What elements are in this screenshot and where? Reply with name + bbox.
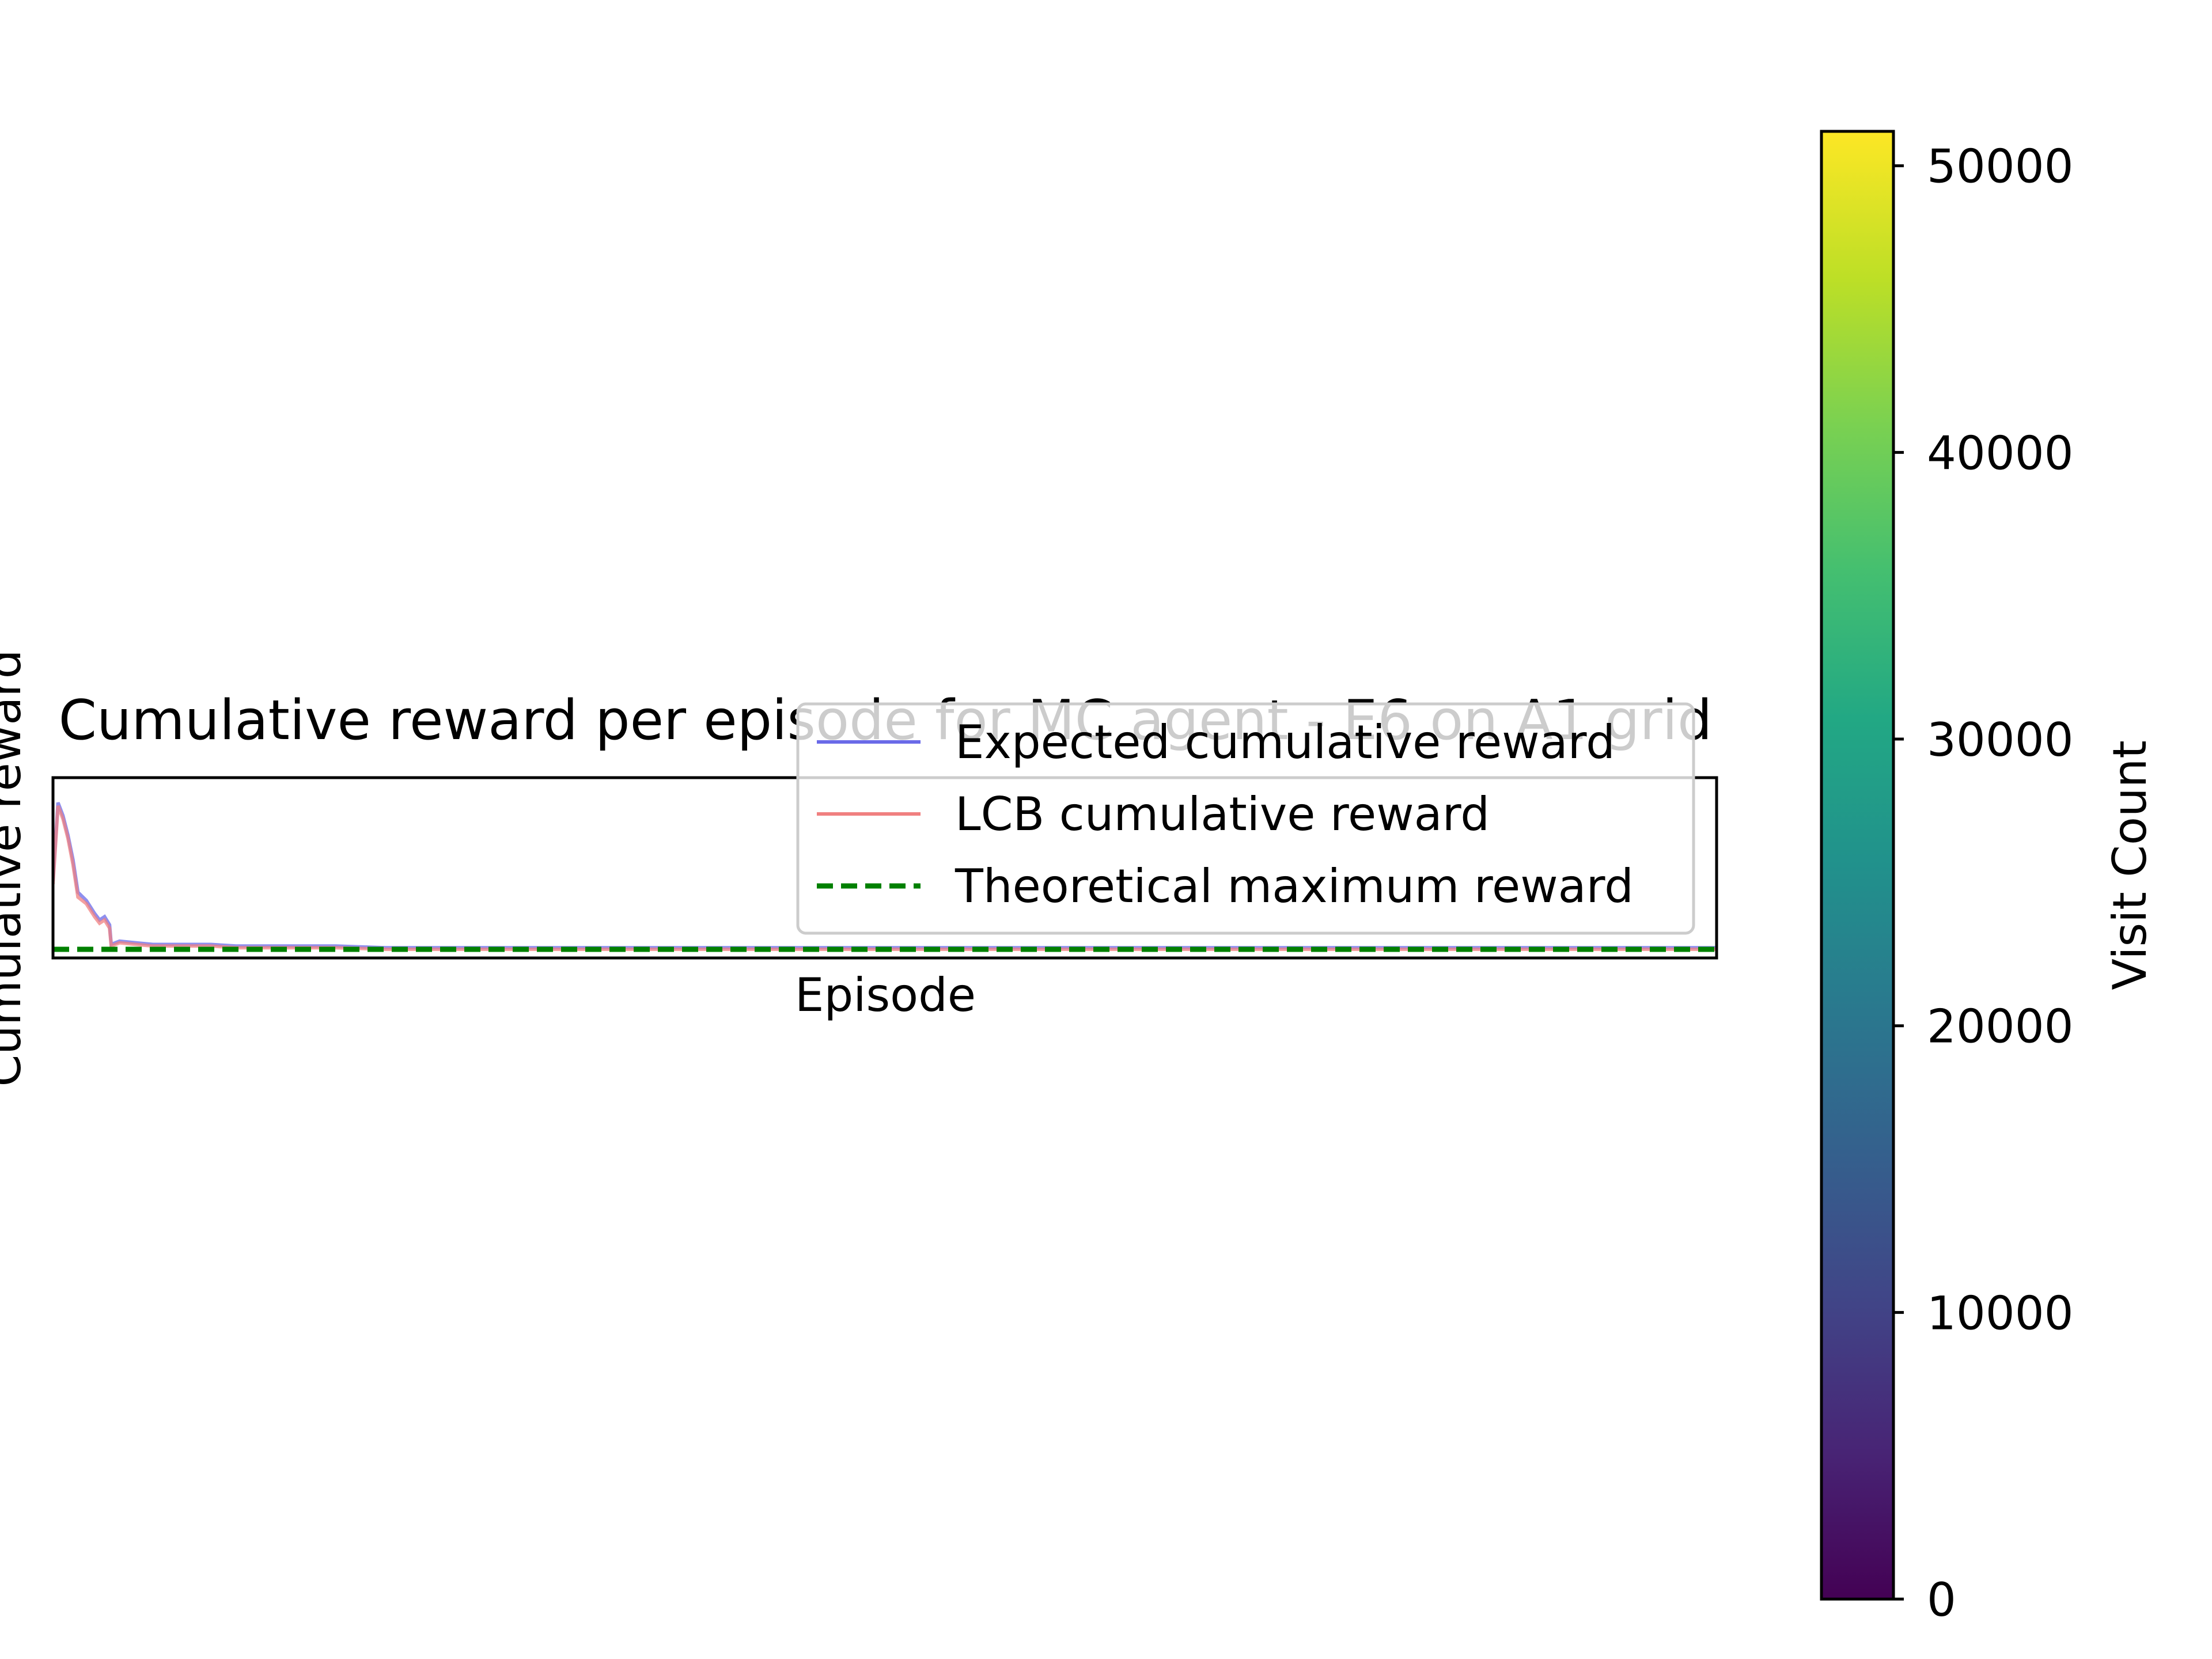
legend: Expected cumulative reward LCB cumulativ… <box>796 702 1695 935</box>
colorbar-tick-label: 50000 <box>1927 140 2074 194</box>
legend-label-theoretical-max: Theoretical maximum reward <box>955 859 1634 913</box>
series-line-lcb-cumulative-reward <box>53 805 1717 951</box>
colorbar-gradient <box>1820 130 1895 1601</box>
colorbar-tick-label: 40000 <box>1927 426 2074 480</box>
x-axis-label: Episode <box>795 968 976 1022</box>
colorbar-tick-label: 30000 <box>1927 713 2074 767</box>
colorbar-tick-label: 20000 <box>1927 1000 2074 1054</box>
legend-label-expected: Expected cumulative reward <box>955 715 1615 769</box>
y-axis-label: Cumulative reward <box>0 649 31 1086</box>
colorbar-tick-label: 0 <box>1927 1573 1956 1627</box>
colorbar-tick-label: 10000 <box>1927 1286 2074 1340</box>
legend-label-lcb: LCB cumulative reward <box>955 787 1490 841</box>
colorbar-label: Visit Count <box>2103 740 2157 990</box>
colorbar: 0 10000 20000 30000 40000 50000 Visit Count <box>1820 130 2157 1627</box>
legend-box <box>796 702 1695 935</box>
